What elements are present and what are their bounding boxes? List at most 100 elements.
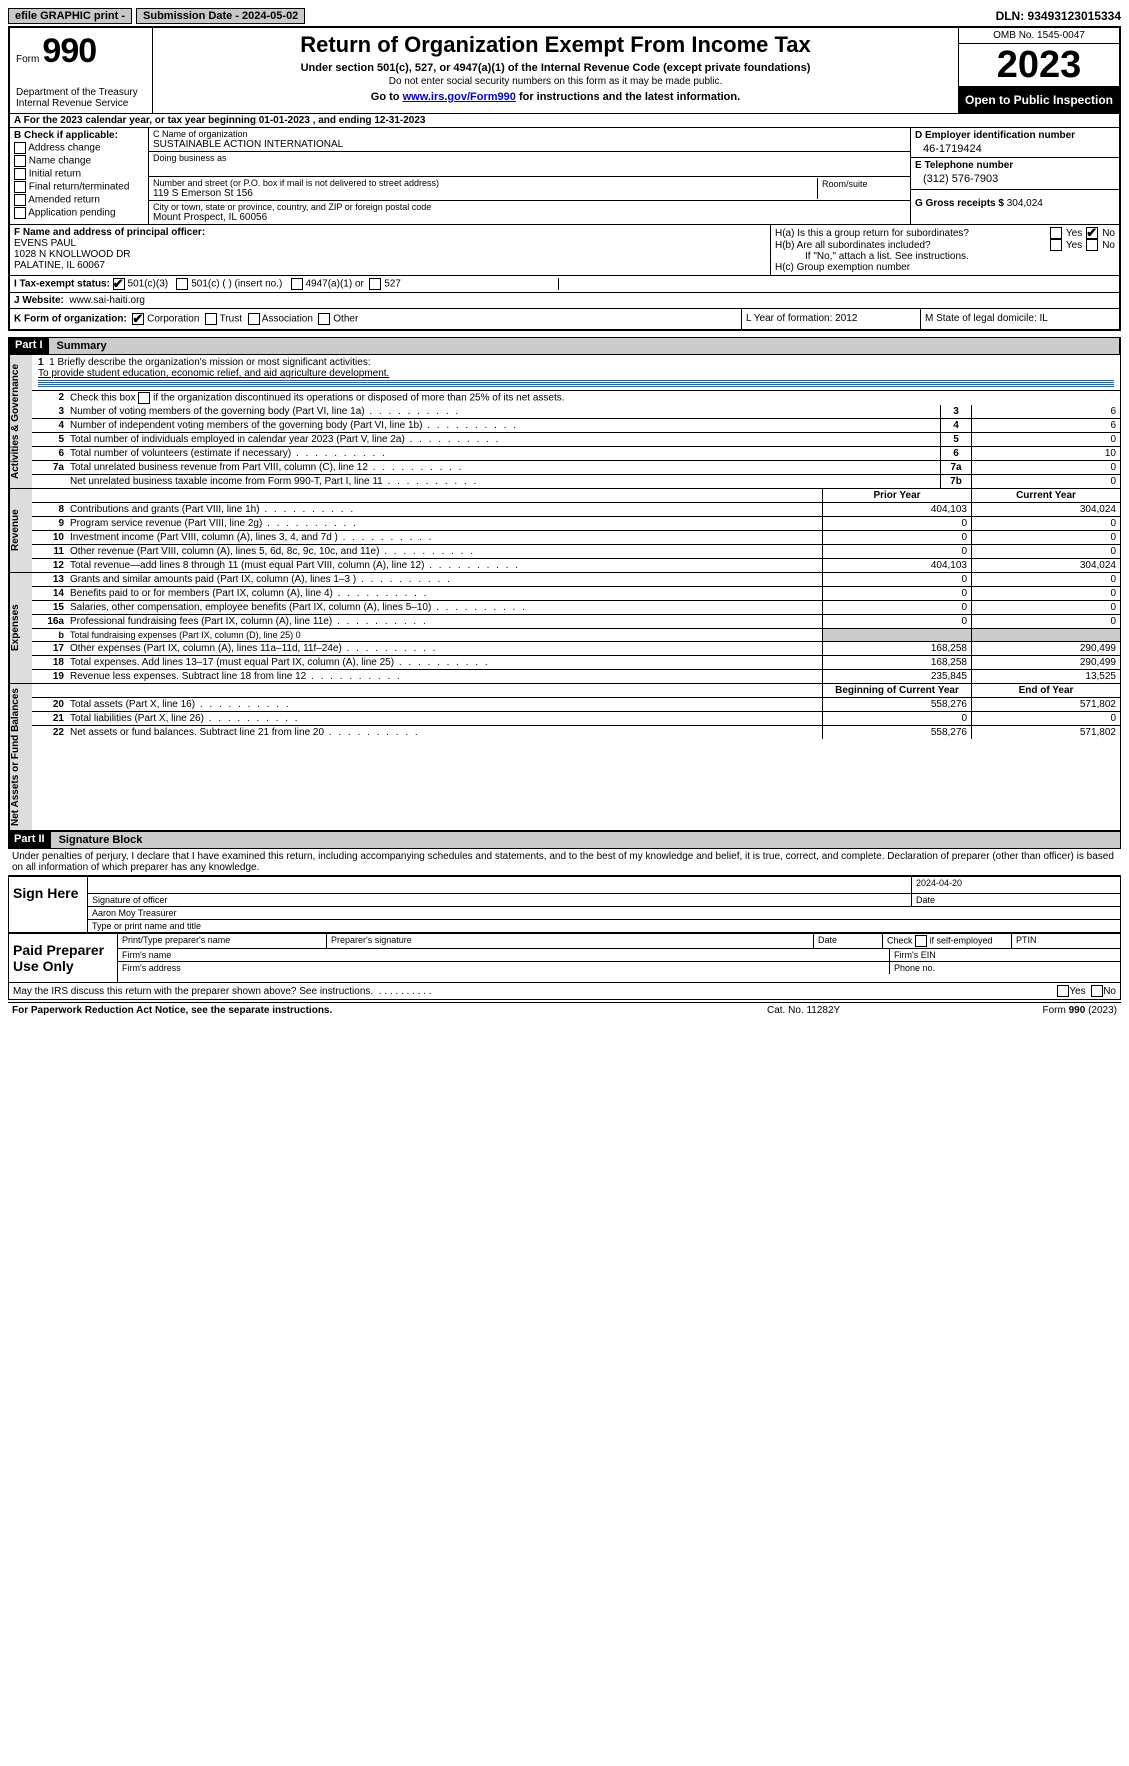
lbl-yes-2: Yes [1066,240,1082,251]
efile-print-button[interactable]: efile GRAPHIC print - [8,8,132,24]
col-begin-year: Beginning of Current Year [822,684,971,697]
summary-line: 3Number of voting members of the governi… [32,405,1120,419]
summary-line: 10Investment income (Part VIII, column (… [32,531,1120,545]
section-expenses: Expenses [9,573,32,683]
checkbox-discuss-no[interactable] [1091,985,1103,997]
go-to-text: Go to [371,91,403,103]
summary-line: 15Salaries, other compensation, employee… [32,601,1120,615]
hb-note: If "No," attach a list. See instructions… [775,251,1115,262]
pp-date-label: Date [814,934,883,948]
col-end-year: End of Year [971,684,1120,697]
checkbox-amended-return[interactable] [14,194,26,206]
instructions-link[interactable]: www.irs.gov/Form990 [403,91,516,103]
box-d-e-g: D Employer identification number 46-1719… [911,128,1119,224]
top-bar: efile GRAPHIC print - Submission Date - … [8,8,1121,24]
box-f: F Name and address of principal officer:… [10,225,771,275]
lbl-4947: 4947(a)(1) or [305,279,363,290]
pp-name-label: Print/Type preparer's name [118,934,327,948]
dept-label: Department of the Treasury Internal Reve… [16,87,146,109]
tax-status-label: I Tax-exempt status: [14,279,110,290]
checkbox-application-pending[interactable] [14,207,26,219]
checkbox-hb-no[interactable] [1086,239,1098,251]
lbl-discuss-yes: Yes [1069,986,1085,997]
sign-here-label: Sign Here [9,877,88,932]
city-label: City or town, state or province, country… [153,202,906,212]
ein-value: 46-1719424 [915,141,1115,157]
firm-ein-label: Firm's EIN [890,949,1120,961]
summary-line: 7aTotal unrelated business revenue from … [32,461,1120,475]
submission-date-button[interactable]: Submission Date - 2024-05-02 [136,8,305,24]
lbl-501c: 501(c) ( ) (insert no.) [191,279,282,290]
summary-line: 5Total number of individuals employed in… [32,433,1120,447]
form-container: Form 990 Department of the Treasury Inte… [8,26,1121,331]
box-c: C Name of organization SUSTAINABLE ACTIO… [149,128,911,224]
room-label: Room/suite [822,179,902,189]
hc-label: H(c) Group exemption number [775,262,1115,273]
summary-line: 21Total liabilities (Part X, line 26)00 [32,712,1120,726]
form-number: 990 [42,32,96,70]
checkbox-initial-return[interactable] [14,168,26,180]
summary-line: 19Revenue less expenses. Subtract line 1… [32,670,1120,683]
checkbox-501c3[interactable] [113,278,125,290]
checkbox-self-employed[interactable] [915,935,927,947]
checkbox-ha-no[interactable] [1086,227,1098,239]
street-label: Number and street (or P.O. box if mail i… [153,178,817,188]
checkbox-501c[interactable] [176,278,188,290]
checkbox-4947[interactable] [291,278,303,290]
checkbox-hb-yes[interactable] [1050,239,1062,251]
col-prior-year: Prior Year [822,489,971,502]
summary-line: 12Total revenue—add lines 8 through 11 (… [32,559,1120,572]
summary-line: 22Net assets or fund balances. Subtract … [32,726,1120,739]
lbl-initial-return: Initial return [29,169,81,180]
summary-line: bTotal fundraising expenses (Part IX, co… [32,629,1120,642]
summary-line: 17Other expenses (Part IX, column (A), l… [32,642,1120,656]
pra-notice: For Paperwork Reduction Act Notice, see … [12,1005,767,1016]
go-to-text-2: for instructions and the latest informat… [519,91,740,103]
tel-value: (312) 576-7903 [915,171,1115,187]
checkbox-discuss-yes[interactable] [1057,985,1069,997]
row-tax-status: I Tax-exempt status: 501(c)(3) 501(c) ( … [10,276,1119,293]
form-word: Form [16,54,39,65]
checkbox-final-return[interactable] [14,181,26,193]
checkbox-other[interactable] [318,313,330,325]
section-net-assets: Net Assets or Fund Balances [9,684,32,830]
lbl-address-change: Address change [28,143,100,154]
cat-number: Cat. No. 11282Y [767,1005,967,1016]
pp-self-label: Check if self-employed [883,934,1012,948]
firm-name-label: Firm's name [118,949,890,961]
officer-label: F Name and address of principal officer: [14,227,766,238]
checkbox-address-change[interactable] [14,142,26,154]
lbl-no-2: No [1102,240,1115,251]
form-org-label: K Form of organization: [14,314,127,325]
lbl-final-return: Final return/terminated [29,182,130,193]
lbl-corporation: Corporation [147,314,199,325]
summary-line: 6Total number of volunteers (estimate if… [32,447,1120,461]
omb-number: OMB No. 1545-0047 [959,28,1119,44]
lbl-discuss-no: No [1103,986,1116,997]
paid-preparer-label: Paid Preparer Use Only [9,934,118,982]
lbl-other: Other [333,314,358,325]
discuss-row: May the IRS discuss this return with the… [8,983,1121,1000]
form-subtitle-2: Do not enter social security numbers on … [161,76,950,87]
checkbox-name-change[interactable] [14,155,26,167]
checkbox-527[interactable] [369,278,381,290]
open-inspection: Open to Public Inspection [959,87,1119,113]
tel-label: E Telephone number [915,160,1115,171]
mission-label: 1 Briefly describe the organization's mi… [49,357,371,368]
checkbox-corporation[interactable] [132,313,144,325]
summary-line: 4Number of independent voting members of… [32,419,1120,433]
sig-date-label: Date [912,894,1120,906]
checkbox-discontinued[interactable] [138,392,150,404]
org-name-label: C Name of organization [153,129,906,139]
discuss-label: May the IRS discuss this return with the… [13,986,1057,997]
checkbox-trust[interactable] [205,313,217,325]
checkbox-ha-yes[interactable] [1050,227,1062,239]
summary-line: 16aProfessional fundraising fees (Part I… [32,615,1120,629]
checkbox-association[interactable] [248,313,260,325]
gross-value: 304,024 [1007,198,1043,209]
summary-line: 20Total assets (Part X, line 16)558,2765… [32,698,1120,712]
sign-here-block: Sign Here 2024-04-20 Signature of office… [8,875,1121,933]
lbl-501c3: 501(c)(3) [128,279,169,290]
part-1-title: Summary [49,337,1120,355]
summary-line: Net unrelated business taxable income fr… [32,475,1120,488]
